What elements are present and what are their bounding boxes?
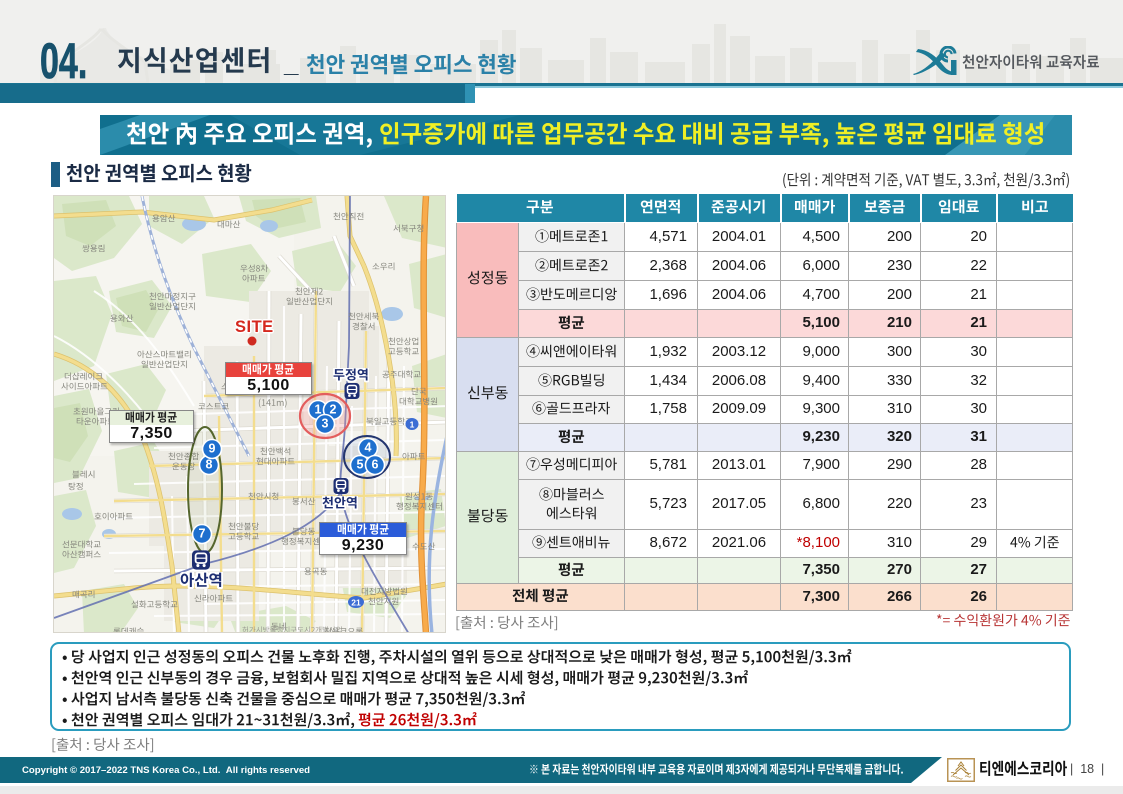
svg-text:2: 2 <box>330 403 337 417</box>
svg-text:9: 9 <box>209 442 216 456</box>
svg-text:8: 8 <box>206 458 213 472</box>
svg-text:6: 6 <box>372 458 379 472</box>
svg-text:4: 4 <box>365 441 372 455</box>
svg-text:1: 1 <box>410 420 415 430</box>
svg-text:3: 3 <box>322 417 329 431</box>
svg-text:1: 1 <box>315 403 322 417</box>
svg-text:5: 5 <box>357 458 364 472</box>
svg-text:21: 21 <box>351 598 361 608</box>
svg-text:7: 7 <box>199 527 206 541</box>
